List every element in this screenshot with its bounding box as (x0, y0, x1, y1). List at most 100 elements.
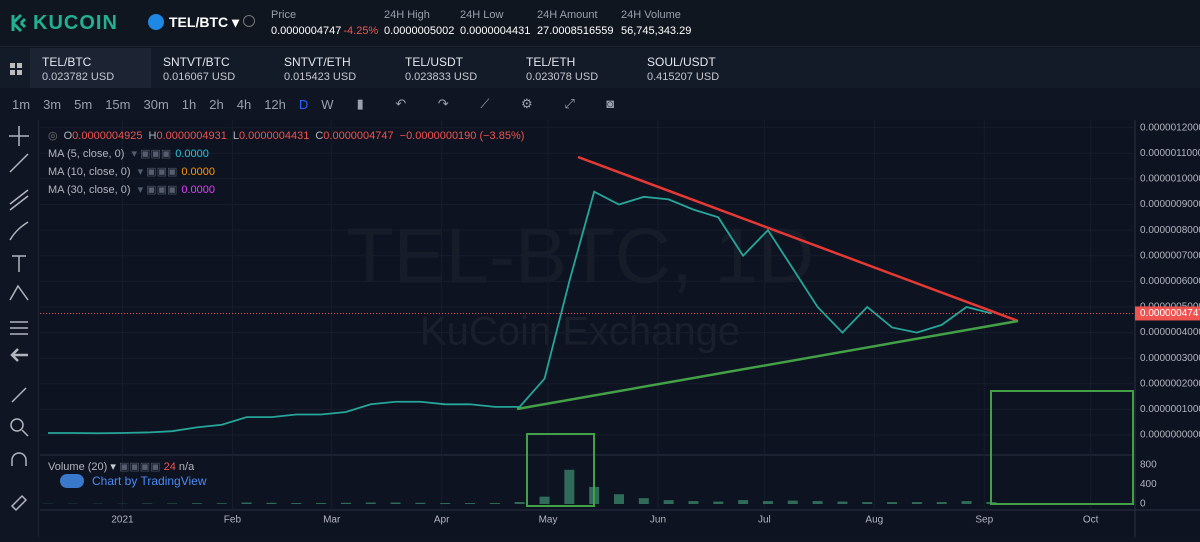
volume-bar (192, 503, 202, 504)
tab[interactable]: TEL/USDT 0.023833 USD (393, 48, 514, 88)
tool-icons[interactable] (0, 120, 38, 537)
logo: KUCOIN (33, 12, 118, 35)
stat-label: Price (271, 9, 296, 21)
x-tick-label: Feb (224, 515, 242, 526)
tab[interactable]: SOUL/USDT 0.415207 USD (635, 48, 756, 88)
tab-price[interactable]: 0.023078 USD (526, 71, 598, 83)
tab-pair[interactable]: TEL/ETH (526, 55, 575, 69)
y-tick-label: 0.0000003000 (1140, 353, 1200, 364)
tab-pair[interactable]: SNTVT/BTC (163, 55, 230, 69)
ohlc-value: 0.0000004931 (156, 130, 226, 142)
tab-pair[interactable]: SOUL/USDT (647, 55, 716, 69)
ma-row: MA (5, close, 0) ▾ ▣▣▣ 0.0000 (48, 147, 215, 165)
volume-bar (540, 497, 550, 504)
interval-button[interactable]: 12h (264, 97, 286, 112)
volume-bar (515, 502, 525, 504)
volume-bar (614, 494, 624, 504)
volume-bar (316, 503, 326, 504)
tab-pair[interactable]: SNTVT/ETH (284, 55, 351, 69)
ohlc-value: 0.0000004925 (72, 130, 142, 142)
volume-value: 24 (164, 461, 176, 473)
volume-bar (962, 501, 972, 504)
ma-label[interactable]: MA (30, close, 0) (48, 184, 131, 196)
stat-label: 24H Amount (537, 9, 598, 21)
volume-bar (688, 501, 698, 504)
drawing-toolbar (0, 120, 39, 537)
ma-value: 0.0000 (175, 148, 209, 160)
interval-button[interactable]: 1m (12, 97, 30, 112)
y-tick-label: 0.0000012000 (1140, 122, 1200, 133)
tab-bar: TEL/BTC 0.023782 USD SNTVT/BTC 0.016067 USD… (0, 48, 1200, 88)
x-tick-label: Jul (758, 515, 771, 526)
volume-bar (266, 503, 276, 504)
volume-bar (217, 503, 227, 504)
last-price-label: 0.0000004747 (1140, 308, 1200, 319)
stat-number: 56,745,343.29 (621, 25, 691, 37)
interval-button[interactable]: 1h (182, 97, 196, 112)
interval-button[interactable]: 2h (209, 97, 223, 112)
tab[interactable]: SNTVT/ETH 0.015423 USD (272, 48, 393, 88)
volume-bar (242, 503, 252, 504)
pair-selector[interactable]: TEL/BTC ▾ (169, 14, 239, 31)
ma-row: MA (10, close, 0) ▾ ▣▣▣0.0000 (48, 165, 215, 183)
ma-controls[interactable]: ▾ ▣▣▣ (128, 148, 171, 160)
interval-button[interactable]: 30m (143, 97, 168, 112)
interval-button[interactable]: 5m (74, 97, 92, 112)
x-tick-label: Apr (434, 515, 450, 526)
y-tick-label: 0.0000011000 (1140, 148, 1200, 159)
volume-bar (465, 503, 475, 504)
pair[interactable]: TEL/BTC (169, 14, 228, 30)
stat-number: 0.0000004747 (271, 25, 341, 37)
interval-button[interactable]: 15m (105, 97, 130, 112)
stat-number: 0.0000004431 (460, 25, 530, 37)
interval-button[interactable]: 4h (237, 97, 251, 112)
attribution-text[interactable]: Chart by TradingView (92, 474, 207, 488)
ohlc-change: −0.0000000190 (−3.85%) (400, 130, 525, 142)
y-tick-label: 0.0000004000 (1140, 327, 1200, 338)
x-tick-label: May (539, 515, 558, 526)
tab[interactable]: TEL/BTC 0.023782 USD (30, 48, 151, 88)
y-tick-label: 0.0000000000 (1140, 430, 1200, 441)
tab-price[interactable]: 0.023833 USD (405, 71, 477, 83)
stat-value: 0.0000005002 (384, 25, 454, 37)
y-tick-label: 0.0000008000 (1140, 225, 1200, 236)
ma-controls[interactable]: ▾ ▣▣▣ (135, 184, 178, 196)
stat-value: 0.0000004431 (460, 25, 530, 37)
volume-bar (564, 470, 574, 504)
tab[interactable]: TEL/ETH 0.023078 USD (514, 48, 635, 88)
x-tick-label: Mar (323, 515, 341, 526)
interval-button[interactable]: D (299, 97, 308, 112)
ohlc-key: O (64, 130, 73, 142)
volume-tick-label: 400 (1140, 479, 1157, 490)
tab-price[interactable]: 0.415207 USD (647, 71, 719, 83)
layout-icon[interactable] (9, 62, 23, 76)
interval-button[interactable]: 3m (43, 97, 61, 112)
toolbar-icons[interactable]: ▮ ↶ ↷ ⟋ ⚙ ⤢ ◙ (357, 96, 629, 112)
volume-label[interactable]: Volume (20) (48, 461, 107, 473)
volume-bar (813, 501, 823, 504)
x-tick-label: Sep (975, 515, 993, 526)
volume-bar (763, 501, 773, 504)
attribution[interactable]: Chart by TradingView (60, 474, 207, 488)
stat-number: 27.0008516559 (537, 25, 613, 37)
interval-button[interactable]: W (321, 97, 333, 112)
ma-controls[interactable]: ▾ ▣▣▣ (135, 166, 178, 178)
tab-price[interactable]: 0.015423 USD (284, 71, 356, 83)
stat-value: 27.0008516559 (537, 25, 613, 37)
info-icon[interactable] (243, 15, 255, 27)
tab-price[interactable]: 0.016067 USD (163, 71, 235, 83)
ma-label[interactable]: MA (10, close, 0) (48, 166, 131, 178)
tab-pair[interactable]: TEL/USDT (405, 55, 463, 69)
volume-bar (391, 503, 401, 504)
volume-bar (887, 502, 897, 504)
stat-label: 24H High (384, 9, 430, 21)
tab[interactable]: SNTVT/BTC 0.016067 USD (151, 48, 272, 88)
volume-tick-label: 0 (1140, 499, 1146, 510)
volume-bar (912, 502, 922, 504)
tab-price[interactable]: 0.023782 USD (42, 71, 114, 83)
tab-pair[interactable]: TEL/BTC (42, 55, 91, 69)
legend-eye[interactable]: ◎ (48, 130, 58, 142)
ma-label[interactable]: MA (5, close, 0) (48, 148, 124, 160)
